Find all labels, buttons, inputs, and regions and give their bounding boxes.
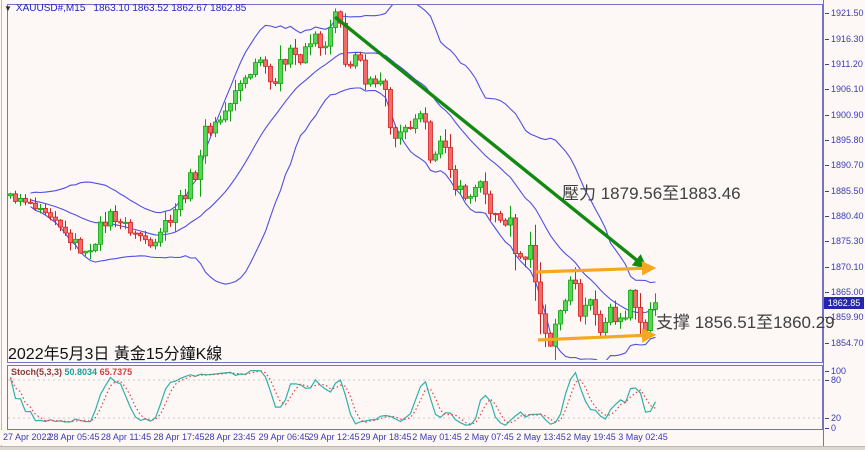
time-tick-label: 2 May 07:45 <box>464 432 514 442</box>
time-tick-label: 28 Apr 23:45 <box>204 432 256 442</box>
price-tick-label: 1854.70 <box>825 338 864 348</box>
main-chart-panel[interactable] <box>7 4 823 363</box>
stoch-tick-label: 80 <box>824 375 842 385</box>
time-axis[interactable]: 27 Apr 2022 28 Apr 05:45 28 Apr 11:45 28 Ap… <box>0 430 823 445</box>
price-tick-label: 1859.90 <box>825 312 864 322</box>
stoch-d-value: 65.7375 <box>99 367 133 377</box>
stoch-level-gridlines <box>8 379 820 419</box>
price-tick-label: 1906.10 <box>825 84 864 94</box>
window-left-edge <box>1 0 2 446</box>
time-tick-label: 2 May 13:45 <box>516 432 566 442</box>
price-tick-label: 1895.80 <box>825 135 864 145</box>
candlesticks <box>8 8 658 360</box>
price-tick-label: 1911.20 <box>825 59 863 69</box>
symbol-period-label: XAUUSD#,M15 <box>15 3 86 14</box>
candlestick-chart-canvas[interactable] <box>8 5 820 360</box>
price-tick-label: 1870.10 <box>825 262 864 272</box>
window-bottom-edge <box>0 446 865 450</box>
time-tick-label: 2 May 19:45 <box>566 432 616 442</box>
stoch-k-value: 50.8034 <box>64 367 98 377</box>
stoch-tick-label: 20 <box>824 413 842 423</box>
stochastic-panel[interactable]: Stoch(5,3,3) 50.8034 65.7375 <box>7 365 823 430</box>
current-price-tag: 1862.85 <box>824 297 864 309</box>
stoch-indicator-label: Stoch(5,3,3) 50.8034 65.7375 <box>11 367 132 377</box>
support-annotation: 支撑 1856.51至1860.29 <box>656 313 835 332</box>
time-tick-label: 3 May 02:45 <box>618 432 668 442</box>
price-tick-label: 1880.40 <box>825 211 864 221</box>
time-tick-label: 2 May 01:45 <box>412 432 462 442</box>
time-tick-label: 29 Apr 06:45 <box>258 432 310 442</box>
price-tick-label: 1890.70 <box>825 160 864 170</box>
stochastic-canvas[interactable] <box>8 366 820 427</box>
price-tick-label: 1885.50 <box>825 186 864 196</box>
time-tick-label: 28 Apr 11:45 <box>100 432 152 442</box>
axis-divider-line <box>823 0 824 446</box>
ohlc-quotes-label: 1863.10 1863.52 1862.67 1862.85 <box>93 3 247 14</box>
stoch-lines <box>9 369 657 427</box>
stoch-tick-label: 100 <box>824 366 847 376</box>
price-tick-label: 1916.30 <box>825 34 864 44</box>
stoch-tick-label: 0 <box>824 423 837 433</box>
chart-title: ▼ XAUUSD#,M15 1863.10 1863.52 1862.67 1862… <box>4 3 246 14</box>
stoch-name: Stoch(5,3,3) <box>11 367 63 377</box>
time-tick-label: 29 Apr 18:45 <box>360 432 412 442</box>
time-tick-label: 29 Apr 12:45 <box>308 432 360 442</box>
trend-and-zone-arrows[interactable] <box>333 15 657 343</box>
price-tick-label: 1875.30 <box>825 236 864 246</box>
price-tick-label: 1900.90 <box>825 110 864 120</box>
date-caption: 2022年5月3日 黃金15分鐘K線 <box>8 346 223 363</box>
resistance-annotation: 壓力 1879.56至1883.46 <box>562 184 741 203</box>
price-tick-label: 1865.00 <box>825 287 864 297</box>
price-axis[interactable]: 1862.85 1921.50 1916.30 1911.20 1906.10 1900… <box>824 0 865 446</box>
time-tick-label: 28 Apr 05:45 <box>48 432 100 442</box>
collapse-triangle-icon[interactable]: ▼ <box>4 4 12 13</box>
time-tick-label: 27 Apr 2022 <box>3 432 52 442</box>
price-tick-label: 1921.50 <box>825 8 864 18</box>
time-tick-label: 28 Apr 17:45 <box>153 432 205 442</box>
